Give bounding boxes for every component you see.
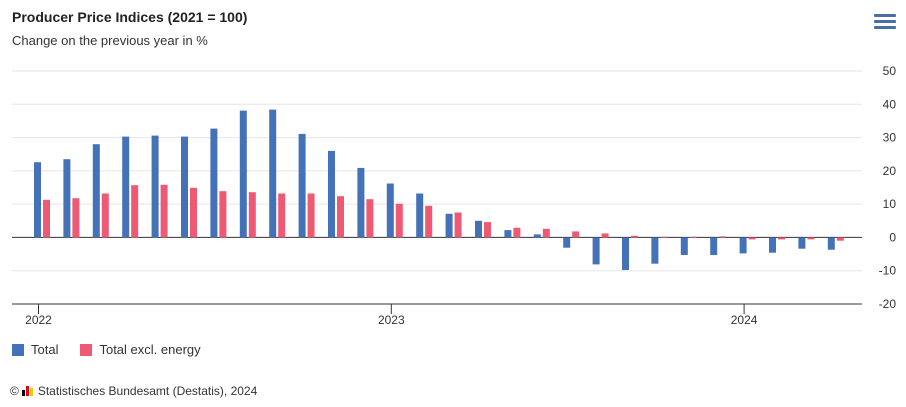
bar-total-excl-energy bbox=[307, 193, 315, 238]
bar-total bbox=[739, 237, 747, 254]
y-tick-label: -20 bbox=[879, 297, 897, 311]
menu-line bbox=[874, 26, 896, 29]
bar-total-excl-energy bbox=[631, 235, 638, 238]
bar-total bbox=[563, 237, 571, 248]
chart-plot: 50 40 30 20 10 0 -10 -20 2022 2023 2024 bbox=[12, 64, 896, 327]
credits-text: Statistisches Bundesamt (Destatis), 2024 bbox=[37, 384, 258, 398]
grid-layer bbox=[12, 70, 862, 272]
bar-total-excl-energy bbox=[778, 237, 785, 240]
y-tick-label: 40 bbox=[883, 97, 897, 111]
menu-line bbox=[874, 14, 896, 17]
menu-line bbox=[874, 20, 896, 23]
bar-total-excl-energy bbox=[719, 236, 727, 238]
y-tick-label: 0 bbox=[889, 230, 896, 244]
bar-total bbox=[151, 135, 159, 238]
y-tick-label: 50 bbox=[883, 64, 897, 78]
bar-total-excl-energy bbox=[836, 237, 844, 241]
bar-total bbox=[622, 237, 629, 270]
legend-label-total: Total bbox=[31, 342, 59, 357]
bar-total bbox=[181, 136, 188, 238]
bar-total-excl-energy bbox=[43, 199, 50, 238]
bar-total-excl-energy bbox=[72, 198, 80, 238]
chart-subtitle: Change on the previous year in % bbox=[12, 33, 208, 48]
legend-swatch-total-excl-energy bbox=[80, 343, 93, 356]
bar-total bbox=[680, 237, 688, 255]
bar-total-excl-energy bbox=[219, 191, 227, 238]
bar-total-excl-energy bbox=[542, 228, 550, 238]
legend: Total Total excl. energy bbox=[12, 342, 201, 357]
bar-total-excl-energy bbox=[572, 231, 580, 238]
bar-total bbox=[63, 159, 71, 238]
bar-total bbox=[386, 183, 394, 238]
bars-layer bbox=[34, 109, 844, 270]
copyright-symbol: © bbox=[10, 384, 19, 398]
bar-total bbox=[533, 234, 541, 238]
bar-total bbox=[328, 150, 335, 238]
y-tick-label: -10 bbox=[879, 264, 897, 278]
bar-total bbox=[504, 230, 512, 238]
y-tick-label: 10 bbox=[883, 197, 897, 211]
bar-total bbox=[92, 144, 100, 238]
bar-total-excl-energy bbox=[513, 227, 521, 238]
bar-total bbox=[298, 133, 306, 238]
bar-total-excl-energy bbox=[484, 222, 491, 238]
bar-total bbox=[34, 162, 41, 238]
bar-total bbox=[357, 167, 365, 238]
legend-item-total[interactable]: Total bbox=[12, 342, 58, 357]
bar-total bbox=[416, 193, 424, 238]
chart-title: Producer Price Indices (2021 = 100) bbox=[12, 9, 248, 25]
bar-total-excl-energy bbox=[337, 196, 344, 238]
bar-total bbox=[651, 237, 659, 264]
bar-total bbox=[710, 237, 718, 255]
bar-total-excl-energy bbox=[748, 237, 756, 240]
bar-total-excl-energy bbox=[425, 205, 433, 238]
bar-total-excl-energy bbox=[131, 185, 139, 238]
bar-total-excl-energy bbox=[248, 192, 256, 238]
legend-label-total-excl-energy: Total excl. energy bbox=[99, 342, 201, 357]
bar-total-excl-energy bbox=[807, 237, 815, 240]
bar-total-excl-energy bbox=[190, 187, 197, 238]
bar-total-excl-energy bbox=[160, 184, 168, 238]
credits[interactable]: © Statistisches Bundesamt (Destatis), 20… bbox=[10, 384, 257, 398]
bar-total-excl-energy bbox=[601, 233, 609, 238]
bar-total bbox=[269, 109, 277, 238]
bar-total-excl-energy bbox=[101, 193, 109, 238]
bar-total bbox=[210, 128, 218, 238]
hamburger-menu-icon[interactable] bbox=[874, 14, 896, 34]
bar-total bbox=[475, 220, 482, 238]
y-tick-label: 20 bbox=[883, 164, 897, 178]
legend-item-total-excl-energy[interactable]: Total excl. energy bbox=[80, 342, 201, 357]
destatis-logo-icon bbox=[21, 386, 33, 396]
bar-total bbox=[798, 237, 806, 249]
x-tick-label: 2023 bbox=[378, 313, 405, 327]
bar-total-excl-energy bbox=[660, 236, 668, 238]
y-tick-label: 30 bbox=[883, 131, 897, 145]
bar-total-excl-energy bbox=[454, 212, 462, 238]
bar-total bbox=[827, 237, 835, 250]
axis-layer: 50 40 30 20 10 0 -10 -20 2022 2023 2024 bbox=[12, 64, 896, 327]
bar-total bbox=[122, 136, 130, 238]
bar-total-excl-energy bbox=[689, 236, 697, 238]
bar-total-excl-energy bbox=[278, 193, 286, 238]
x-tick-label: 2022 bbox=[25, 313, 52, 327]
bar-total bbox=[769, 237, 776, 253]
bar-total bbox=[592, 237, 600, 265]
bar-total-excl-energy bbox=[395, 203, 403, 238]
legend-swatch-total bbox=[12, 343, 24, 356]
bar-total bbox=[239, 110, 247, 238]
bar-total bbox=[445, 213, 453, 238]
bar-total-excl-energy bbox=[366, 199, 374, 238]
x-tick-label: 2024 bbox=[731, 313, 758, 327]
